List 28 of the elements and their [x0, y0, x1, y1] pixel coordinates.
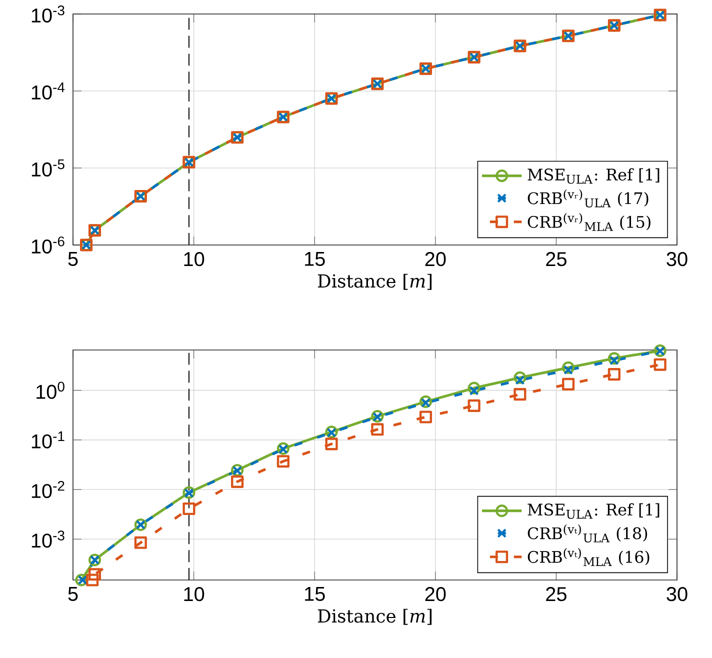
x-tick-label: 20 [425, 587, 446, 602]
y-tick-label: 10$^{-1}$ [32, 431, 64, 448]
y-tick-label: 10$^{-3}$ [32, 530, 64, 548]
x-axis-title: Distance [m] [318, 608, 432, 625]
y-tick-label: 10$^{-5}$ [32, 159, 64, 177]
y-tick-label: 10$^{-2}$ [32, 480, 64, 498]
legend-label: MSE$_{ULA}$: Ref [1] [528, 503, 660, 519]
x-tick-label: 5 [68, 587, 78, 601]
y-tick-label: 10$^{-6}$ [32, 236, 64, 254]
y-tick-label: 10$^{-4}$ [32, 82, 65, 100]
x-tick-label: 25 [546, 252, 566, 266]
legend-label: CRB$^{(vᵣ)}$$_{MLA}$ (15) [528, 212, 650, 231]
y-tick-label: 10$^{0}$ [36, 382, 64, 399]
legend-label: CRB$^{(vᵣ)}$$_{ULA}$ (17) [528, 189, 648, 208]
x-tick-label: 15 [305, 587, 325, 601]
x-tick-label: 30 [666, 252, 688, 266]
x-tick-label: 10 [184, 587, 204, 602]
x-tick-label: 30 [666, 587, 688, 602]
x-tick-label: 20 [425, 252, 446, 266]
legend-label: MSE$_{ULA}$: Ref [1] [528, 168, 660, 184]
x-tick-label: 5 [68, 252, 78, 266]
x-tick-label: 15 [305, 252, 325, 266]
legend-label: CRB$^{(vₜ)}$$_{MLA}$ (16) [528, 548, 650, 566]
y-tick-label: 10$^{-3}$ [32, 5, 64, 23]
x-tick-label: 25 [546, 587, 566, 602]
legend-label: CRB$^{(vₜ)}$$_{ULA}$ (18) [528, 524, 648, 542]
x-tick-label: 10 [184, 252, 204, 266]
x-axis-title: Distance [m] [318, 274, 432, 290]
